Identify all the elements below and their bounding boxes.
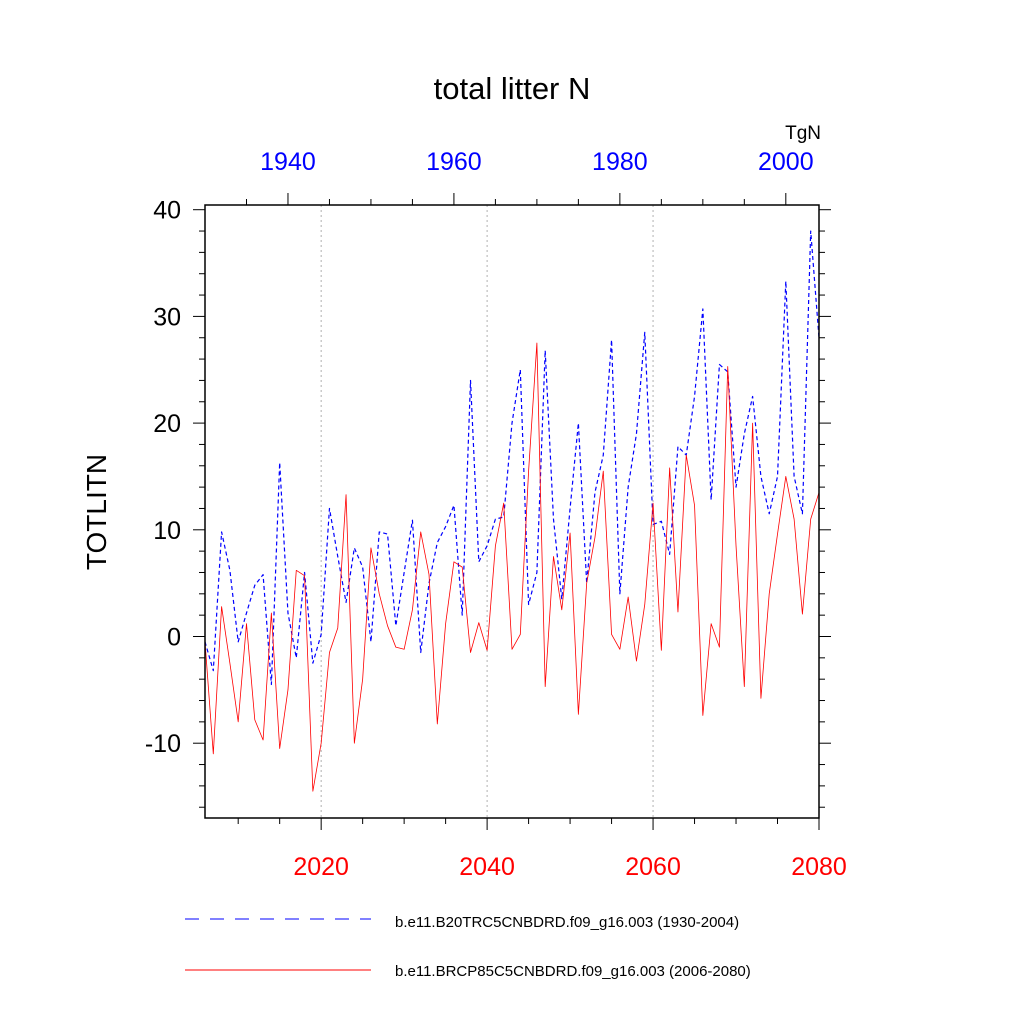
- y-tick-label: 40: [153, 197, 181, 225]
- x-top-tick-label: 1960: [426, 148, 482, 176]
- chart-title: total litter N: [434, 71, 591, 106]
- legend-label-rcp85: b.e11.BRCP85C5CNBDRD.f09_g16.003 (2006-2…: [395, 963, 751, 980]
- y-tick-label: -10: [145, 730, 181, 758]
- tick-labels: 40 30 20 10 0 -10 2020 2040 2060 2080 1940 1960 1980…: [145, 148, 847, 881]
- x-top-tick-label: 1980: [592, 148, 648, 176]
- x-bottom-tick-label: 2020: [293, 853, 349, 881]
- legend: b.e11.B20TRC5CNBDRD.f09_g16.003 (1930-20…: [185, 914, 751, 980]
- y-tick-label: 30: [153, 303, 181, 331]
- x-bottom-tick-label: 2060: [625, 853, 681, 881]
- y-tick-label: 10: [153, 517, 181, 545]
- y-axis-label: TOTLITN: [81, 454, 112, 570]
- series-layer: [204, 230, 820, 792]
- x-bottom-tick-label: 2040: [459, 853, 515, 881]
- plot-frame: [204, 204, 820, 819]
- units-label: TgN: [785, 123, 821, 144]
- x-top-tick-label: 1940: [260, 148, 316, 176]
- x-bottom-tick-label: 2080: [791, 853, 847, 881]
- y-tick-label: 20: [153, 410, 181, 438]
- series-line-historical: [204, 230, 820, 686]
- legend-label-historical: b.e11.B20TRC5CNBDRD.f09_g16.003 (1930-20…: [395, 914, 739, 931]
- axis-ticks: [193, 193, 831, 830]
- x-top-tick-label: 2000: [758, 148, 814, 176]
- series-line-rcp85: [204, 342, 820, 792]
- y-tick-label: 0: [167, 624, 181, 652]
